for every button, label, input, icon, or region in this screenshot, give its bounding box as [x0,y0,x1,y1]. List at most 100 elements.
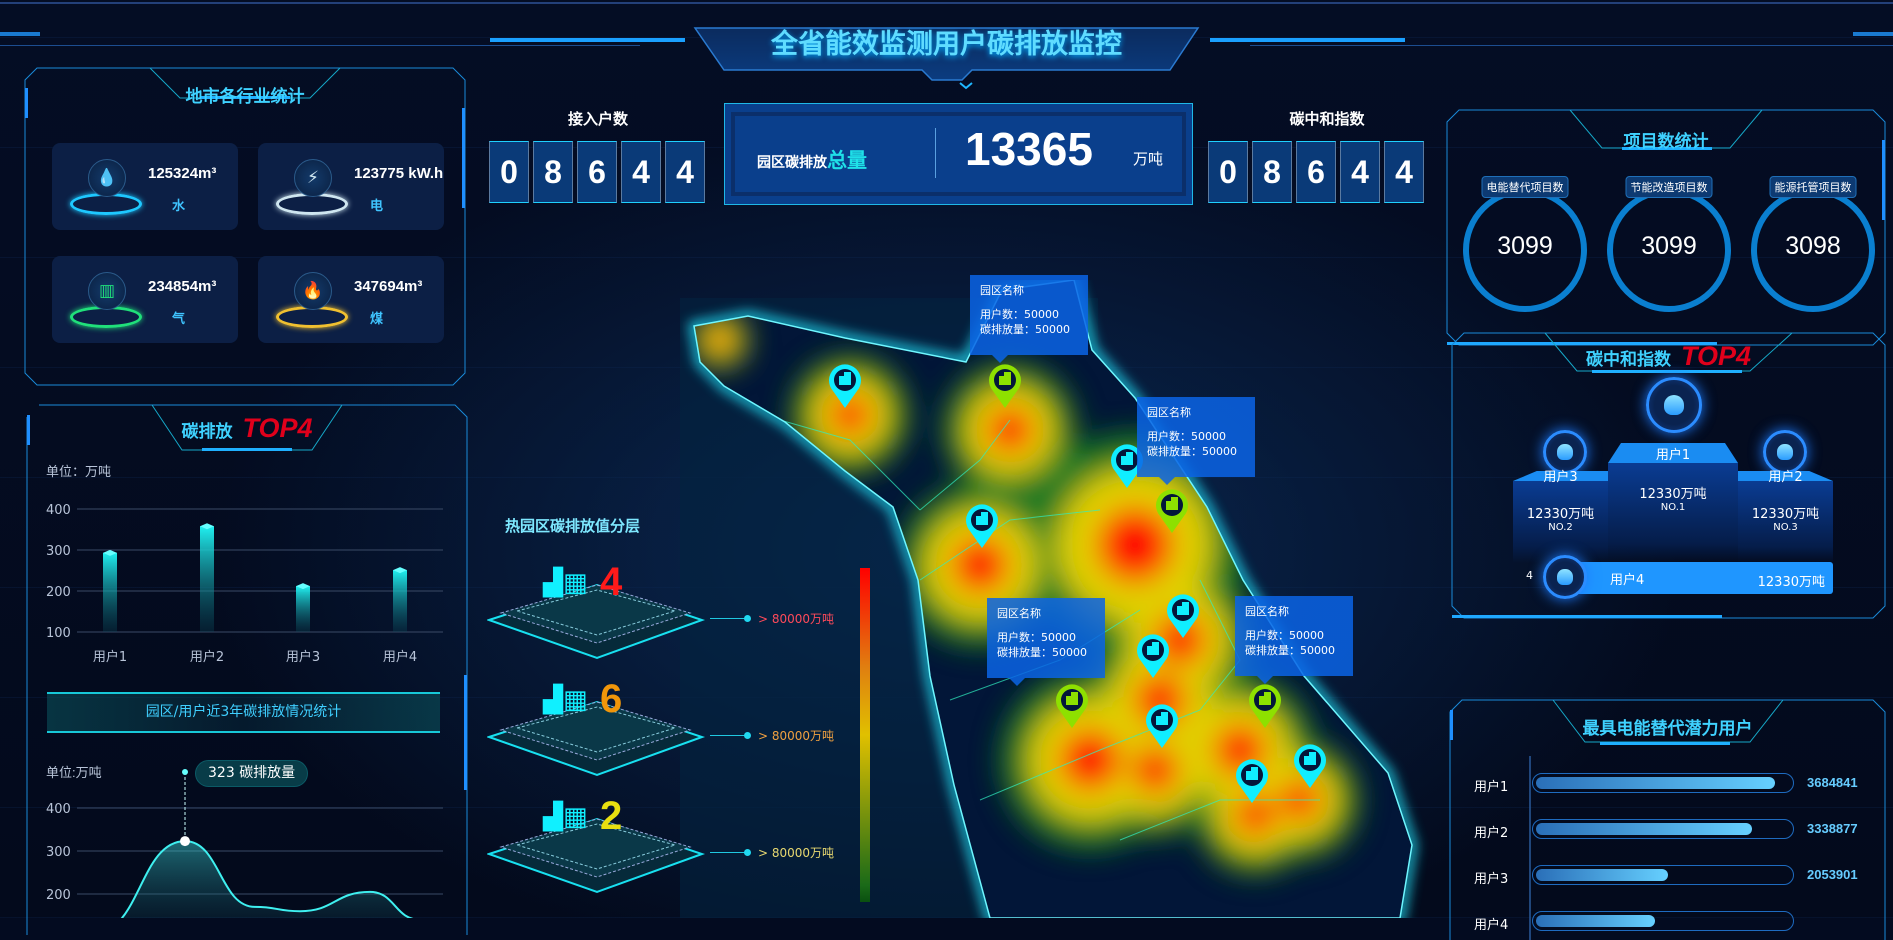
park-location-pin[interactable] [1235,758,1269,804]
park-location-pin[interactable] [828,363,862,409]
podium-rank: NO.1 [1660,502,1686,513]
layer-threshold: > 80000万吨 [758,612,835,626]
bar-cap [200,523,214,530]
podium-value: 12330万吨 [1751,507,1820,522]
layer-connector [710,732,751,739]
y-tick-label: 300 [46,544,71,559]
industry-value: 125324m³ [148,165,217,182]
park-tooltip: 园区名称 用户数：50000 碳排放量：50000 [1137,397,1255,485]
heat-hotspot [952,537,1008,593]
digit-box: 4 [665,141,705,203]
emission-bar-chart: 400 300 200 100 用户1 用户2 用户3 用户4 [46,503,443,665]
project-value: 3099 [1497,232,1553,260]
pointer-dot [182,769,188,775]
panel-title: 最具电能替代潜力用户 [1582,719,1753,739]
layer-threshold: > 80000万吨 [758,729,835,743]
row-value: 3338877 [1807,821,1858,836]
bar [393,570,407,632]
progress-fill [1536,777,1775,789]
industry-label: 煤 [370,312,384,327]
progress-track [1532,865,1794,885]
industry-label: 气 [172,312,186,327]
park-location-pin[interactable] [1145,703,1179,749]
project-label: 能源托管项目数 [1769,176,1857,198]
area-line [120,840,414,918]
digit-box: 8 [1252,141,1292,203]
industry-value: 234854m³ [148,278,217,295]
podium-rank: NO.2 [1548,522,1573,533]
park-location-pin[interactable] [1110,443,1144,489]
progress-fill [1536,823,1752,835]
row-label: 用户3 [1474,872,1509,887]
district-border [779,419,921,511]
podium-name: 用户3 [1543,470,1578,485]
total-emission-box: 园区碳排放总量 13365 万吨 [724,103,1193,205]
industry-card: 🔥 347694m³ 煤 [258,256,444,343]
heat-hotspot [1235,795,1275,835]
district-border [919,419,1011,511]
heat-hotspot [1132,747,1178,793]
project-value: 3099 [1641,232,1697,260]
layer-tier: ▟▦ 6 [485,677,707,787]
digit-box: 4 [1384,141,1424,203]
digit-box: 0 [489,141,529,203]
park-location-pin[interactable] [988,363,1022,409]
gas-icon: ▥ [70,272,142,330]
rank-4-number: 4 [1526,569,1533,582]
page-title: 全省能效监测用户碳排放监控 [771,29,1122,60]
panel-title: 地市各行业统计 [185,87,305,107]
row-label: 用户2 [1474,826,1509,841]
bar-cap [296,583,310,590]
x-tick-label: 用户4 [383,649,417,665]
row-value: 3684841 [1807,775,1858,790]
progress-track [1532,819,1794,839]
potential-user-row: 用户1 3684841 [1474,773,1874,797]
heat-hotspot [987,407,1033,453]
park-tooltip: 园区名称 用户数：50000 碳排放量：50000 [1235,596,1353,684]
park-location-pin[interactable] [965,503,999,549]
park-location-pin[interactable] [1055,683,1089,729]
total-emission-unit: 万吨 [1133,150,1164,168]
avatar-rank-2 [1543,430,1587,474]
heat-hotspot [710,330,730,350]
podium-name: 用户2 [1768,470,1803,485]
potential-user-row: 用户2 3338877 [1474,819,1874,843]
heat-legend-gradient [860,568,870,902]
bar [200,526,214,632]
podium-first: 用户1 12330万吨 NO.1 [1608,443,1738,563]
park-location-pin[interactable] [1166,593,1200,639]
digit-box: 8 [533,141,573,203]
peak-point [180,836,190,847]
avatar-rank-4 [1543,555,1587,599]
avatar-rank-1 [1646,377,1702,433]
layer-count: 6 [600,677,623,721]
park-location-pin[interactable] [1248,683,1282,729]
podium-value: 12330万吨 [1639,487,1707,502]
bar-cap [393,567,407,574]
podium-third: 用户2 12330万吨 NO.3 [1738,470,1833,563]
park-location-pin[interactable] [1136,633,1170,679]
potential-users-panel: 最具电能替代潜力用户 [1450,700,1885,940]
bar-cap [103,549,117,556]
rank-4-value: 12330万吨 [1757,575,1825,590]
industry-label: 电 [370,199,384,214]
y-tick-label: 300 [46,845,71,860]
layer-tier: ▟▦ 2 [485,794,707,904]
trend-section-banner: 园区/用户近3年碳排放情况统计 [47,692,440,733]
x-tick-label: 用户3 [286,649,320,665]
header-decoration [0,2,1893,90]
digit-box: 6 [577,141,617,203]
rank-4-name: 用户4 [1610,573,1645,588]
project-value: 3098 [1785,232,1841,260]
progress-track [1532,773,1794,793]
y-tick-label: 200 [46,585,71,600]
park-location-pin[interactable] [1293,743,1327,789]
progress-fill [1536,915,1655,927]
park-location-pin[interactable] [1155,488,1189,534]
park-tooltip: 园区名称 用户数：50000 碳排放量：50000 [987,598,1105,686]
industry-card: ▥ 234854m³ 气 [52,256,238,343]
x-tick-label: 用户1 [93,649,127,665]
industry-panel: 地市各行业统计 [25,68,465,385]
layer-tier: ▟▦ 4 [485,560,707,670]
y-tick-label: 400 [46,503,71,518]
